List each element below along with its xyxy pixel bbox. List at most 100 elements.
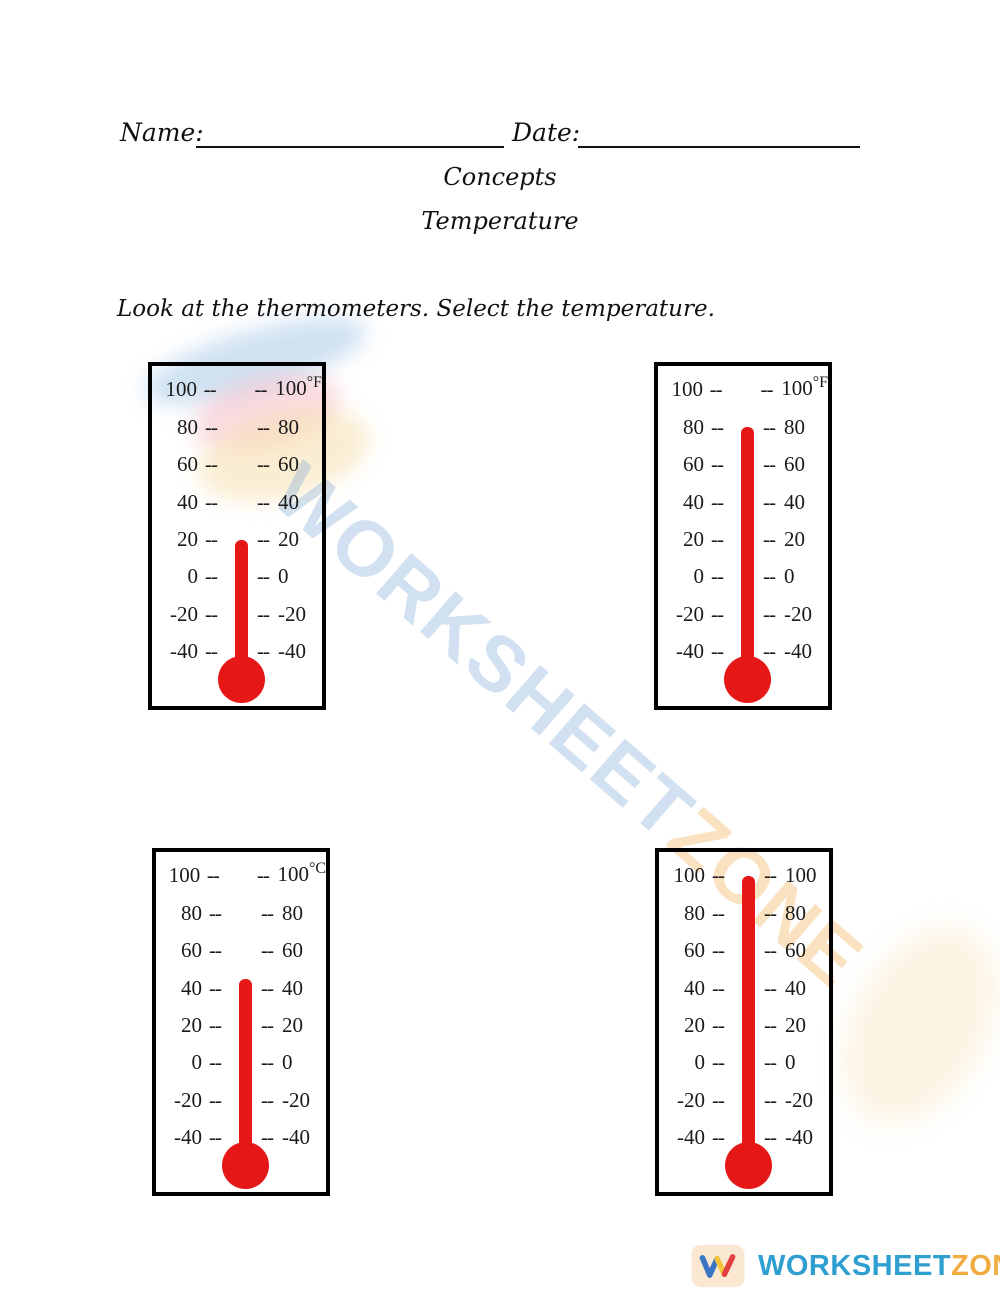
tick-mark-right: --: [261, 1050, 274, 1075]
tick-mark-left: --: [203, 377, 217, 402]
tick-mark-right: --: [261, 1125, 274, 1150]
unit-label: °F: [306, 374, 322, 392]
scale-value-right: -40: [278, 639, 306, 664]
scale-value-left: 100: [673, 863, 706, 888]
thermometer-4[interactable]: 100 -- -- 100 80 -- -- 80 60 -- -- 60 40 -- -- 40 20 -- --…: [655, 848, 833, 1196]
scale-value-left: 80: [684, 900, 705, 925]
scale-row--20: -20 -- -- -20: [659, 1082, 829, 1119]
scale-row--40: -40 -- -- -40: [152, 633, 322, 670]
tick-mark-right: --: [257, 564, 270, 589]
scale-value-right: -40: [282, 1125, 310, 1150]
scale-value-right: -20: [278, 601, 306, 626]
tick-mark-left: --: [711, 527, 724, 551]
tick-mark-right: --: [261, 1087, 274, 1112]
scale-value-right: 60: [785, 938, 806, 963]
tick-mark-left: --: [712, 1050, 725, 1075]
tick-mark-left: --: [205, 414, 218, 439]
scale-value-right: 0: [282, 1050, 293, 1075]
scale-value-left: 80: [683, 414, 704, 439]
scale-row--40: -40 -- -- -40: [156, 1119, 326, 1156]
scale-value-right: 40: [278, 489, 299, 514]
scale-value-left: -40: [174, 1125, 202, 1150]
scale-value-right: 60: [282, 938, 303, 963]
mercury-bulb: [724, 656, 771, 703]
tick-mark-right: --: [764, 1087, 777, 1112]
tick-mark-left: --: [712, 900, 725, 925]
scale-row-80: 80 -- -- 80: [659, 895, 829, 932]
scale-value-left: 60: [684, 938, 705, 963]
tick-mark-right: --: [254, 377, 267, 402]
scale-value-left: -40: [677, 1125, 705, 1150]
scale-value-right: 80: [278, 414, 299, 439]
thermometer-2[interactable]: 100 -- -- 100°F 80 -- -- 80 60 -- -- 60 40 -- -- 40 20 --…: [654, 362, 832, 710]
scale-value-right: 80: [282, 900, 303, 925]
thermometer-3[interactable]: 100 -- -- 100°C 80 -- -- 80 60 -- -- 60 40 -- -- 40 20 --…: [152, 848, 330, 1196]
scale-value-right: 80: [785, 900, 806, 925]
tick-mark-left: --: [209, 1087, 222, 1112]
scale-value-left: 60: [683, 452, 704, 477]
scale-row-0: 0 -- -- 0: [156, 1044, 326, 1081]
mercury-bulb: [725, 1142, 772, 1189]
scale-value-left: -20: [174, 1087, 202, 1112]
scale-row-100: 100 -- -- 100: [659, 857, 829, 894]
scale-value-right: 40: [784, 489, 805, 514]
brand-text-orange: ZONE: [951, 1249, 1000, 1282]
tick-mark-right: --: [763, 564, 776, 589]
tick-mark-left: --: [712, 1087, 725, 1112]
tick-mark-right: --: [261, 900, 274, 925]
scale-value-left: -40: [676, 639, 704, 664]
scale-value-right: 20: [278, 527, 299, 551]
tick-mark-right: --: [261, 1013, 274, 1037]
scale-row-20: 20 -- -- 20: [659, 1007, 829, 1044]
scale-row-60: 60 -- -- 60: [659, 932, 829, 969]
scale-value-right: -20: [282, 1087, 310, 1112]
scale-value-left: 20: [684, 1013, 705, 1037]
tick-mark-left: --: [209, 1050, 222, 1075]
tick-mark-left: --: [712, 1013, 725, 1037]
scale-value-left: 100: [671, 377, 703, 402]
scale-value-left: 0: [694, 1050, 706, 1075]
scale-value-left: 20: [177, 527, 198, 551]
tick-mark-right: --: [763, 601, 776, 626]
scale-value-right: 100°F: [781, 374, 828, 401]
tick-mark-right: --: [257, 489, 270, 514]
tick-mark-left: --: [711, 564, 724, 589]
scale-row-60: 60 -- -- 60: [658, 446, 828, 483]
scale-row-0: 0 -- -- 0: [658, 558, 828, 595]
scale-row-100: 100 -- -- 100°C: [156, 857, 326, 894]
tick-mark-right: --: [763, 414, 776, 439]
tick-mark-left: --: [206, 863, 220, 888]
tick-mark-right: --: [256, 863, 270, 888]
scale-value-right: 0: [278, 564, 289, 589]
tick-mark-right: --: [764, 975, 777, 1000]
scale-row-40: 40 -- -- 40: [156, 970, 326, 1007]
scale-value-left: 20: [683, 527, 704, 551]
scale-row--40: -40 -- -- -40: [659, 1119, 829, 1156]
scale-value-right: 100°F: [275, 374, 322, 401]
scale-value-left: -40: [170, 639, 198, 664]
scale-value-left: 60: [177, 452, 198, 477]
scale-value-right: -20: [785, 1087, 813, 1112]
scale-row--20: -20 -- -- -20: [152, 596, 322, 633]
tick-mark-left: --: [712, 1125, 725, 1150]
scale-value-right: 100: [785, 863, 817, 888]
scale-value-right: 20: [282, 1013, 303, 1037]
date-input-line[interactable]: [578, 122, 860, 148]
tick-mark-left: --: [205, 564, 218, 589]
tick-mark-right: --: [764, 1125, 777, 1150]
scale-row-80: 80 -- -- 80: [156, 895, 326, 932]
tick-mark-left: --: [711, 452, 724, 477]
tick-mark-right: --: [764, 900, 777, 925]
thermometer-1[interactable]: 100 -- -- 100°F 80 -- -- 80 60 -- -- 60 40 -- -- 40 20 --…: [148, 362, 326, 710]
scale-row-40: 40 -- -- 40: [659, 970, 829, 1007]
scale-value-left: 20: [181, 1013, 202, 1037]
date-label: Date:: [512, 118, 581, 147]
scale-row-80: 80 -- -- 80: [658, 409, 828, 446]
mercury-column: [235, 539, 248, 680]
footer-brand[interactable]: WORKSHEETZONE: [690, 1244, 1000, 1288]
scale-row-0: 0 -- -- 0: [659, 1044, 829, 1081]
name-input-line[interactable]: [196, 122, 504, 148]
course-title: Concepts: [443, 163, 557, 191]
tick-mark-right: --: [763, 527, 776, 551]
